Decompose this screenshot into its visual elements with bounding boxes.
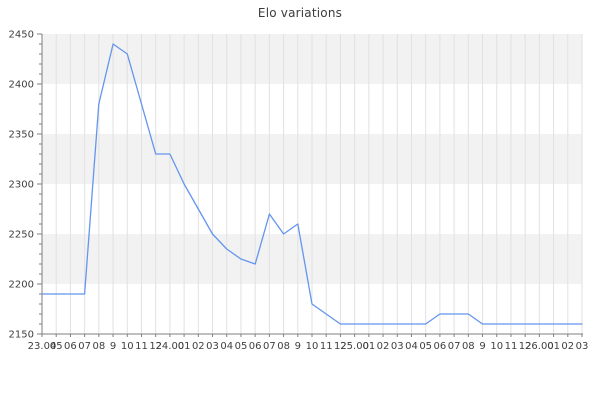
x-tick-label: 9: [110, 341, 116, 352]
x-tick-label: 03: [391, 341, 404, 352]
x-tick-label: 05: [419, 341, 432, 352]
x-tick-label: 04: [405, 341, 418, 352]
x-tick-label: 10: [306, 341, 319, 352]
y-tick-label: 2250: [9, 230, 34, 241]
x-tick-label: 11: [320, 341, 333, 352]
x-tick-label: 12: [519, 341, 532, 352]
x-tick-label: 07: [263, 341, 276, 352]
y-tick-label: 2200: [9, 280, 34, 291]
x-tick-label: 10: [121, 341, 134, 352]
x-tick-label: 03: [206, 341, 219, 352]
elo-series-line: [41, 43, 583, 325]
x-tick-label: 07: [78, 341, 91, 352]
x-tick-label: 06: [64, 341, 77, 352]
x-tick-label: 06: [434, 341, 447, 352]
x-tick-label: 9: [295, 341, 301, 352]
x-tick-label: 10: [490, 341, 503, 352]
x-tick-label: 06: [249, 341, 262, 352]
x-tick-label: 24.00: [156, 341, 185, 352]
x-tick-label: 08: [462, 341, 475, 352]
x-tick-label: 12: [149, 341, 162, 352]
x-tick-label: 02: [192, 341, 205, 352]
x-tick-label: 11: [505, 341, 518, 352]
x-tick-label: 11: [135, 341, 148, 352]
x-tick-label: 02: [561, 341, 574, 352]
x-tick-label: 05: [50, 341, 63, 352]
y-tick-label: 2150: [9, 330, 34, 341]
y-tick-label: 2400: [9, 80, 34, 91]
chart-title: Elo variations: [257, 6, 343, 20]
x-tick-label: 12: [334, 341, 347, 352]
x-tick-label: 05: [235, 341, 248, 352]
x-tick-label: 01: [547, 341, 560, 352]
x-tick-label: 23.04: [28, 341, 57, 352]
y-tick-label: 2350: [9, 130, 34, 141]
x-tick-label: 03: [576, 341, 589, 352]
x-tick-label: 26.00: [525, 341, 554, 352]
x-tick-label: 02: [377, 341, 390, 352]
x-tick-label: 08: [92, 341, 105, 352]
y-tick-label: 2450: [9, 30, 34, 41]
x-tick-label: 08: [277, 341, 290, 352]
x-tick-label: 9: [479, 341, 485, 352]
y-tick-label: 2300: [9, 180, 34, 191]
x-tick-label: 04: [220, 341, 233, 352]
x-tick-label: 01: [362, 341, 375, 352]
x-tick-label: 07: [448, 341, 461, 352]
x-tick-label: 25.00: [340, 341, 369, 352]
x-tick-label: 01: [178, 341, 191, 352]
